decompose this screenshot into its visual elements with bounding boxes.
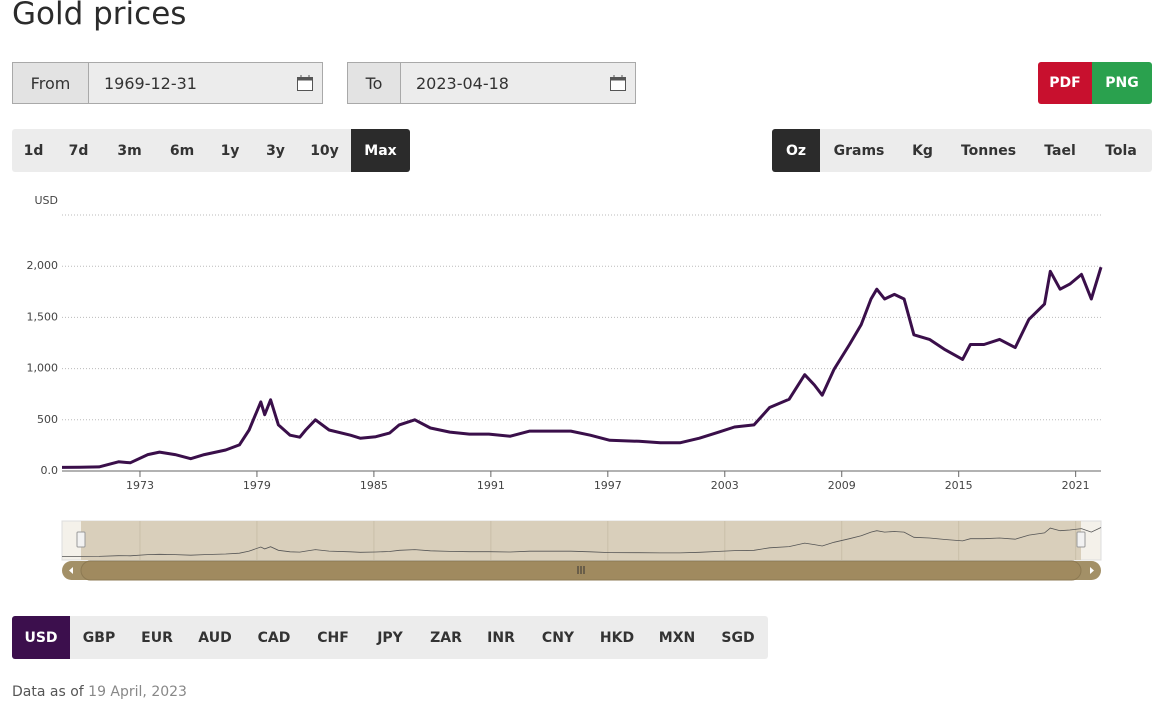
pdf-button[interactable]: PDF [1038, 62, 1092, 104]
y-tick-label: 0.0 [41, 464, 59, 477]
range-button[interactable]: 6m [169, 142, 195, 159]
calendar-icon[interactable] [296, 74, 314, 92]
x-tick-label: 1973 [126, 479, 154, 492]
to-value: 2023-04-18 [416, 73, 509, 93]
to-label: To [348, 63, 401, 103]
from-date[interactable]: From 1969-12-31 [12, 62, 323, 104]
currency-button[interactable]: ZAR [430, 629, 462, 646]
navigator-handle[interactable] [76, 531, 86, 548]
currency-button[interactable]: GBP [82, 629, 116, 646]
x-tick-label: 2003 [711, 479, 739, 492]
unit-button[interactable]: Tonnes [960, 142, 1017, 159]
footer-prefix: Data as of [12, 684, 84, 700]
x-tick-label: 1985 [360, 479, 388, 492]
unit-button[interactable]: Tola [1105, 142, 1137, 159]
unit-button-active[interactable]: Oz [772, 129, 820, 172]
y-tick-label: 2,000 [27, 259, 59, 272]
x-tick-label: 2021 [1062, 479, 1090, 492]
png-button[interactable]: PNG [1092, 62, 1152, 104]
x-tick-label: 1979 [243, 479, 271, 492]
navigator-selection [81, 521, 1081, 560]
range-button[interactable]: 3y [266, 142, 285, 159]
currency-button[interactable]: JPY [377, 629, 403, 646]
currency-button[interactable]: CHF [317, 629, 349, 646]
unit-button[interactable]: Tael [1044, 142, 1076, 159]
currency-buttons: USD GBP EUR AUD CAD CHF JPY ZAR INR CNY … [12, 616, 768, 659]
currency-button[interactable]: CNY [541, 629, 575, 646]
chart: USD 0.0 500 1,000 1,500 2,000 1973 1979 1985 199… [27, 194, 1103, 581]
range-button[interactable]: 7d [68, 142, 89, 159]
currency-button[interactable]: SGD [721, 629, 755, 646]
from-value: 1969-12-31 [104, 73, 197, 93]
currency-button-active[interactable]: USD [12, 616, 70, 659]
range-buttons: 1d 7d 3m 6m 1y 3y 10y Max [12, 129, 410, 172]
range-button[interactable]: 1d [23, 142, 44, 159]
export-buttons: PDF PNG [1038, 62, 1152, 104]
currency-button[interactable]: MXN [658, 629, 696, 646]
navigator-handle[interactable] [1076, 531, 1086, 548]
currency-button[interactable]: EUR [141, 629, 173, 646]
from-label: From [13, 63, 89, 103]
y-tick-label: 1,000 [27, 362, 59, 375]
page-title: Gold prices [12, 0, 187, 32]
range-button[interactable]: 10y [310, 142, 339, 159]
currency-button[interactable]: HKD [599, 629, 635, 646]
currency-button[interactable]: AUD [198, 629, 232, 646]
range-button-active[interactable]: Max [351, 129, 410, 172]
currency-button[interactable]: CAD [257, 629, 291, 646]
x-tick-label: 2009 [828, 479, 856, 492]
unit-button[interactable]: Grams [833, 142, 885, 159]
y-tick-label: 500 [37, 413, 58, 426]
footer-date: 19 April, 2023 [88, 684, 187, 700]
scroll-right-arrow[interactable] [1090, 567, 1094, 574]
x-tick-label: 1991 [477, 479, 505, 492]
x-tick-label: 1997 [594, 479, 622, 492]
currency-button[interactable]: INR [487, 629, 515, 646]
calendar-icon[interactable] [609, 74, 627, 92]
navigator-line [62, 527, 1102, 557]
y-tick-label: 1,500 [27, 310, 59, 323]
price-line [61, 266, 1103, 469]
unit-button[interactable]: Kg [912, 142, 933, 159]
x-tick-label: 2015 [945, 479, 973, 492]
range-button[interactable]: 1y [220, 142, 240, 159]
y-axis-label: USD [34, 194, 58, 207]
scroll-left-arrow[interactable] [69, 567, 73, 574]
to-date[interactable]: To 2023-04-18 [347, 62, 636, 104]
range-button[interactable]: 3m [117, 142, 142, 159]
footer: Data as of 19 April, 2023 [12, 684, 187, 700]
unit-buttons: Oz Grams Kg Tonnes Tael Tola [772, 129, 1152, 172]
